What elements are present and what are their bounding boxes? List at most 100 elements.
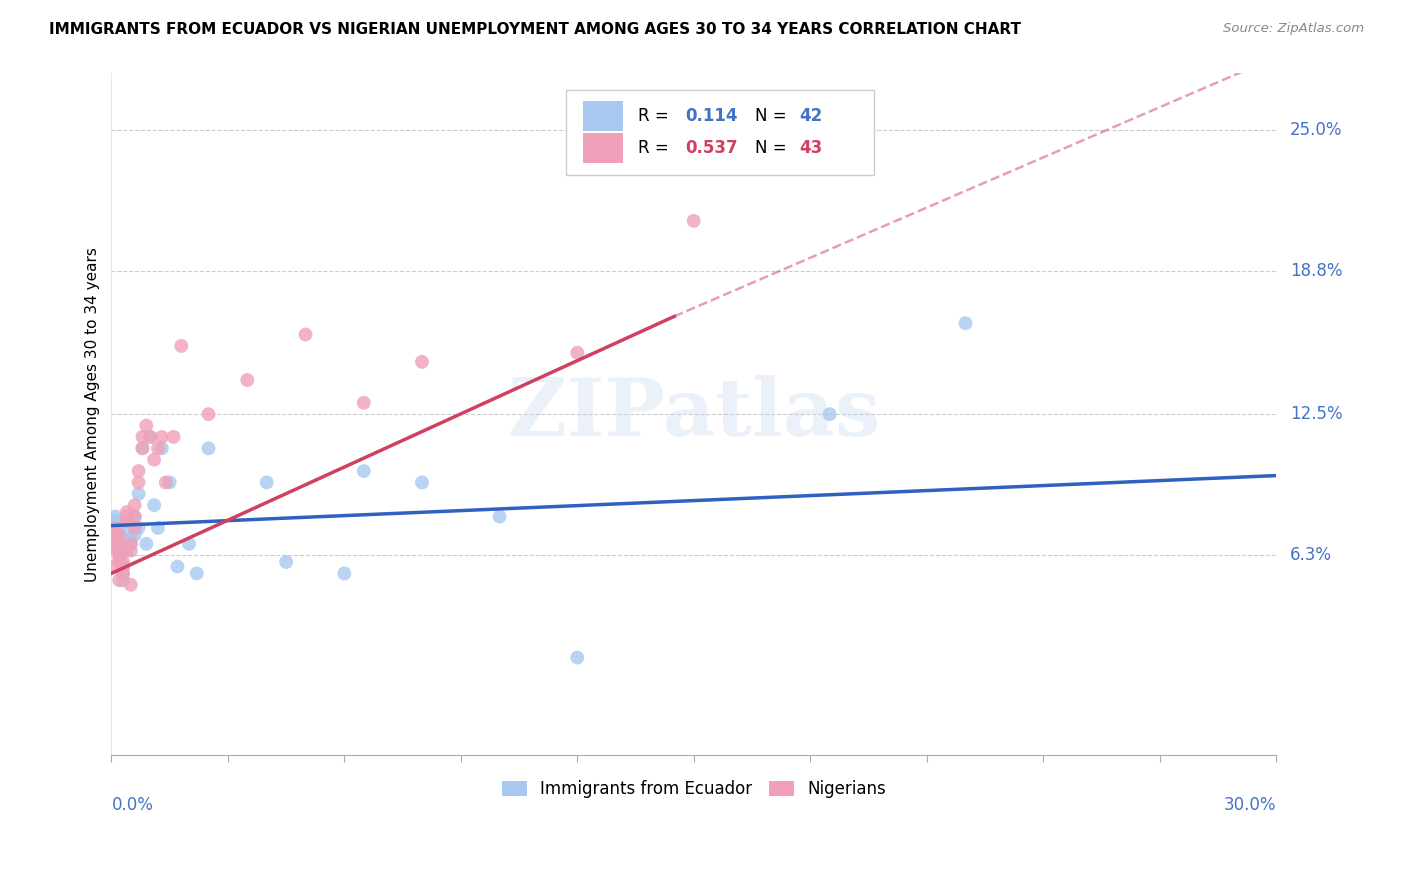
Point [353,464,375,478]
Text: N =: N = [755,139,793,157]
Point [124,527,146,541]
Point [143,498,166,512]
Point [108,537,131,551]
Point [115,505,138,519]
Point [104,521,127,535]
Text: 42: 42 [800,107,823,125]
Point [104,559,127,574]
Text: R =: R = [638,107,673,125]
Point [143,452,166,467]
Point [108,543,131,558]
Point [128,464,150,478]
Point [115,514,138,528]
Point [104,543,127,558]
Point [104,509,127,524]
Point [108,555,131,569]
Point [104,537,127,551]
Point [108,555,131,569]
Point [135,418,157,433]
Point [115,509,138,524]
Point [108,543,131,558]
Point [159,475,181,490]
Point [115,543,138,558]
Point [128,475,150,490]
Point [112,566,135,581]
Point [115,514,138,528]
Text: 6.3%: 6.3% [1291,546,1331,564]
Point [353,396,375,410]
Point [120,537,142,551]
Point [124,509,146,524]
Point [124,498,146,512]
Point [135,537,157,551]
Legend: Immigrants from Ecuador, Nigerians: Immigrants from Ecuador, Nigerians [495,773,893,805]
Point [177,537,200,551]
Point [112,559,135,574]
Point [112,543,135,558]
Text: 0.537: 0.537 [686,139,738,157]
Text: 43: 43 [800,139,823,157]
Point [108,527,131,541]
Text: IMMIGRANTS FROM ECUADOR VS NIGERIAN UNEMPLOYMENT AMONG AGES 30 TO 34 YEARS CORRE: IMMIGRANTS FROM ECUADOR VS NIGERIAN UNEM… [49,22,1021,37]
Point [108,527,131,541]
Point [146,442,169,456]
Point [112,555,135,569]
Point [131,430,153,444]
Text: 30.0%: 30.0% [1223,797,1277,814]
Point [256,475,278,490]
Point [124,521,146,535]
Point [120,537,142,551]
Text: ZIPatlas: ZIPatlas [508,376,880,453]
Point [112,566,135,581]
Point [104,537,127,551]
FancyBboxPatch shape [583,133,623,163]
Point [333,566,356,581]
Point [104,521,127,535]
Point [955,316,977,330]
Point [108,550,131,565]
Point [120,533,142,547]
FancyBboxPatch shape [565,90,875,176]
Text: 18.8%: 18.8% [1291,262,1343,280]
Point [112,537,135,551]
Point [488,509,510,524]
Point [128,487,150,501]
Point [294,327,316,342]
Point [108,533,131,547]
Point [155,475,177,490]
Text: Source: ZipAtlas.com: Source: ZipAtlas.com [1223,22,1364,36]
Point [120,543,142,558]
Point [150,430,173,444]
Point [411,355,433,369]
Text: 0.114: 0.114 [686,107,738,125]
Point [567,650,589,665]
Point [411,475,433,490]
Point [186,566,208,581]
Point [139,430,162,444]
Text: R =: R = [638,139,673,157]
Text: N =: N = [755,107,793,125]
Point [274,555,297,569]
Point [115,527,138,541]
Point [170,339,193,353]
Point [112,559,135,574]
Point [108,521,131,535]
Text: 12.5%: 12.5% [1291,405,1343,423]
Point [236,373,259,387]
Text: 0.0%: 0.0% [111,797,153,814]
Point [166,559,188,574]
Point [139,430,162,444]
Point [128,521,150,535]
Point [112,573,135,587]
FancyBboxPatch shape [583,101,623,131]
Point [146,521,169,535]
Point [567,345,589,359]
Point [124,509,146,524]
Point [104,514,127,528]
Point [150,442,173,456]
Point [120,578,142,592]
Y-axis label: Unemployment Among Ages 30 to 34 years: Unemployment Among Ages 30 to 34 years [86,247,100,582]
Point [682,214,704,228]
Point [108,573,131,587]
Point [197,442,219,456]
